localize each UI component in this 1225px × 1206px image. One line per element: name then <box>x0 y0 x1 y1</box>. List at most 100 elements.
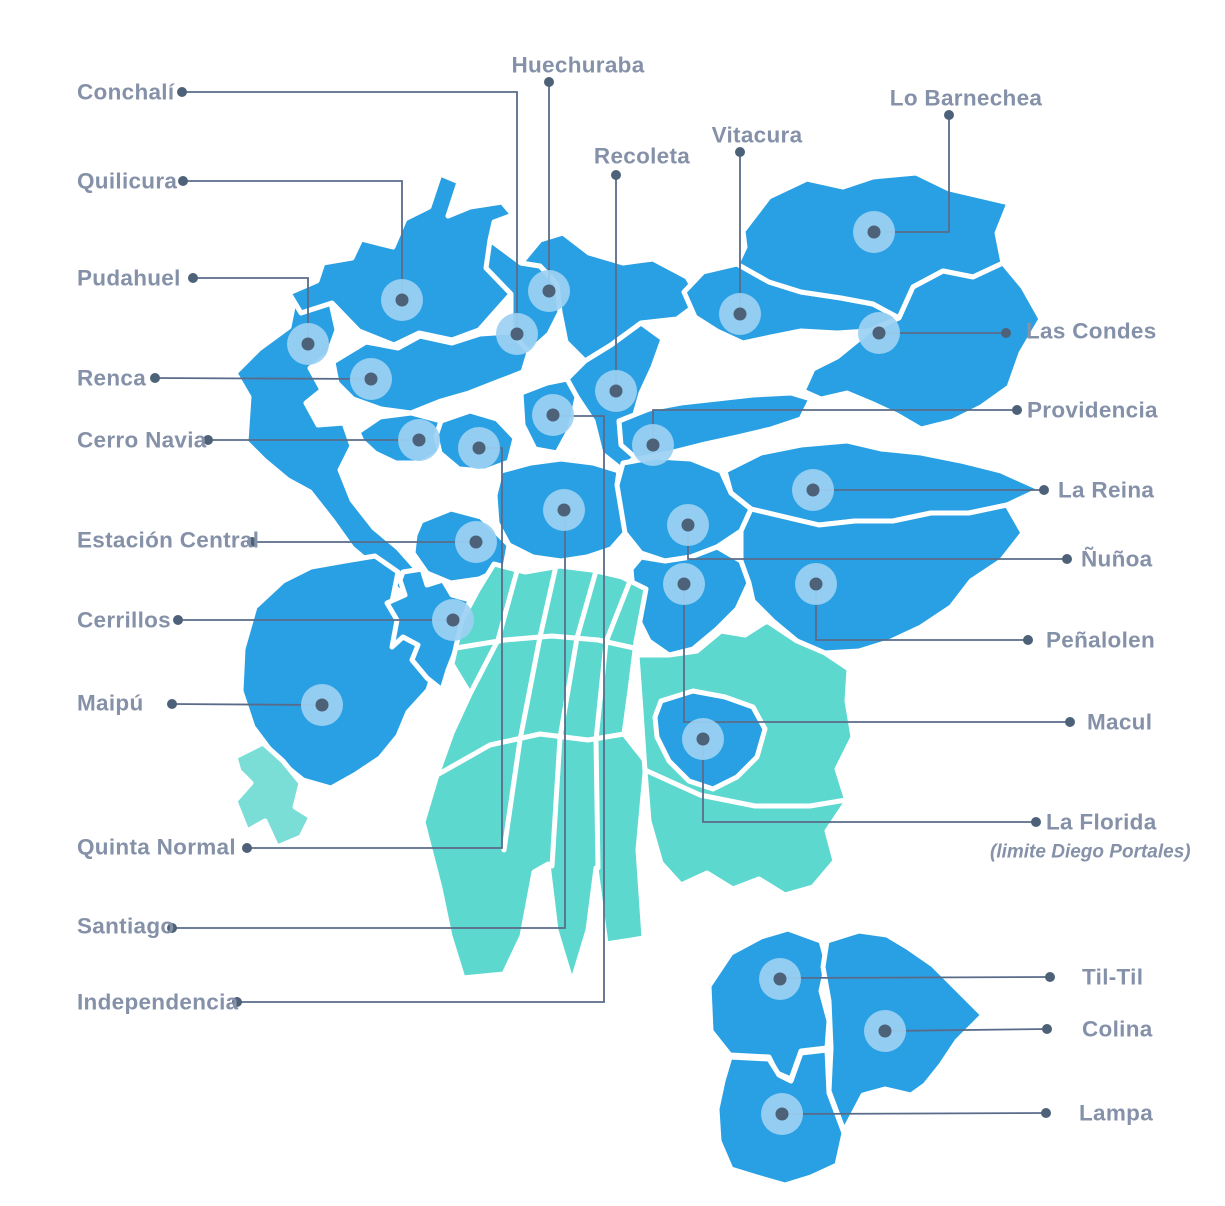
label-dot-santiago <box>167 923 177 933</box>
marker-dot-icon <box>733 307 747 321</box>
region-shape-west-wing[interactable] <box>232 740 314 850</box>
leader-line-conchali <box>182 91 518 334</box>
label-la-florida: La Florida <box>1046 810 1157 835</box>
marker-la-florida[interactable] <box>682 718 724 760</box>
marker-huechuraba[interactable] <box>528 270 570 312</box>
label-dot-lampa <box>1041 1108 1051 1118</box>
label-dot-nunoa <box>1062 554 1072 564</box>
leader-line-santiago <box>172 510 566 929</box>
label-santiago: Santiago <box>77 914 174 939</box>
label-dot-cerrillos <box>173 615 183 625</box>
marker-santiago[interactable] <box>543 489 585 531</box>
marker-lampa[interactable] <box>761 1093 803 1135</box>
marker-dot-icon <box>472 441 486 455</box>
marker-dot-icon <box>872 326 886 340</box>
label-dot-providencia <box>1012 405 1022 415</box>
marker-til-til[interactable] <box>759 958 801 1000</box>
label-dot-maipu <box>167 699 177 709</box>
marker-dot-icon <box>773 972 787 986</box>
label-dot-vitacura <box>735 147 745 157</box>
marker-providencia[interactable] <box>632 424 674 466</box>
label-lo-barnechea: Lo Barnechea <box>890 86 1043 111</box>
marker-dot-icon <box>395 293 409 307</box>
marker-lo-barnechea[interactable] <box>853 211 895 253</box>
marker-las-condes[interactable] <box>858 312 900 354</box>
marker-cerro-navia[interactable] <box>398 419 440 461</box>
label-recoleta: Recoleta <box>594 144 690 169</box>
label-lampa: Lampa <box>1079 1101 1153 1126</box>
marker-quilicura[interactable] <box>381 279 423 321</box>
leader-line-lampa <box>781 1112 1047 1115</box>
marker-dot-icon <box>677 577 691 591</box>
marker-dot-icon <box>446 613 460 627</box>
marker-maipu[interactable] <box>301 684 343 726</box>
label-dot-las-condes <box>1001 328 1011 338</box>
marker-dot-icon <box>557 503 571 517</box>
marker-dot-icon <box>542 284 556 298</box>
marker-dot-icon <box>510 327 524 341</box>
marker-renca[interactable] <box>350 358 392 400</box>
marker-dot-icon <box>775 1107 789 1121</box>
region-shape-penalolen[interactable] <box>738 502 1026 656</box>
markers <box>287 211 906 1135</box>
region-shape-cerrillos[interactable] <box>384 566 473 693</box>
label-dot-conchali <box>177 87 187 97</box>
marker-dot-icon <box>364 372 378 386</box>
marker-nunoa[interactable] <box>667 504 709 546</box>
leader-line-la-florida <box>702 739 1036 823</box>
marker-dot-icon <box>546 408 560 422</box>
leader-line-independencia <box>237 415 605 1003</box>
label-dot-renca <box>150 373 160 383</box>
marker-independencia[interactable] <box>532 394 574 436</box>
label-cerro-navia: Cerro Navia <box>77 428 207 453</box>
region-shape-south-fan[interactable] <box>420 561 649 986</box>
marker-colina[interactable] <box>864 1010 906 1052</box>
marker-dot-icon <box>696 732 710 746</box>
marker-dot-icon <box>646 438 660 452</box>
marker-dot-icon <box>609 384 623 398</box>
leader-line-til-til <box>779 976 1051 979</box>
south-fan-division-lines <box>434 563 637 871</box>
label-dot-lo-barnechea <box>944 110 954 120</box>
label-dot-estacion-central <box>247 537 257 547</box>
marker-la-reina[interactable] <box>792 469 834 511</box>
marker-recoleta[interactable] <box>595 370 637 412</box>
marker-dot-icon <box>681 518 695 532</box>
leader-line-quilicura <box>183 180 403 300</box>
marker-pudahuel[interactable] <box>287 323 329 365</box>
label-la-reina: La Reina <box>1058 478 1154 503</box>
marker-estacion-central[interactable] <box>455 521 497 563</box>
marker-quinta-normal[interactable] <box>458 427 500 469</box>
label-vitacura: Vitacura <box>712 123 803 148</box>
marker-macul[interactable] <box>663 563 705 605</box>
region-shape-quilicura[interactable] <box>286 171 524 348</box>
marker-conchali[interactable] <box>496 313 538 355</box>
leader-line-macul <box>683 584 1070 723</box>
label-dot-recoleta <box>611 170 621 180</box>
leader-line-pudahuel <box>193 277 309 344</box>
region-shape-las-condes[interactable] <box>800 260 1044 432</box>
label-dot-macul <box>1065 717 1075 727</box>
label-la-florida-sublabel: (limite Diego Portales) <box>990 842 1191 863</box>
marker-cerrillos[interactable] <box>432 599 474 641</box>
marker-dot-icon <box>806 483 820 497</box>
label-maipu: Maipú <box>77 691 144 716</box>
label-conchali: Conchalí <box>77 80 175 105</box>
leader-line-lo-barnechea <box>874 115 950 233</box>
label-cerrillos: Cerrillos <box>77 608 171 633</box>
marker-vitacura[interactable] <box>719 293 761 335</box>
label-huechuraba: Huechuraba <box>511 53 644 78</box>
label-macul: Macul <box>1087 710 1152 735</box>
label-quilicura: Quilicura <box>77 169 177 194</box>
label-dot-colina <box>1042 1024 1052 1034</box>
labels: Conchalí Quilicura Pudahuel Renca Cerro Navi… <box>77 53 1191 1126</box>
southeast-division-line <box>642 767 849 809</box>
label-dot-quilicura <box>178 176 188 186</box>
marker-penalolen[interactable] <box>795 563 837 605</box>
label-dot-huechuraba <box>544 77 554 87</box>
label-independencia: Independencia <box>77 990 239 1015</box>
leader-line-maipu <box>171 703 323 706</box>
label-dot-la-reina <box>1039 485 1049 495</box>
marker-dot-icon <box>469 535 483 549</box>
